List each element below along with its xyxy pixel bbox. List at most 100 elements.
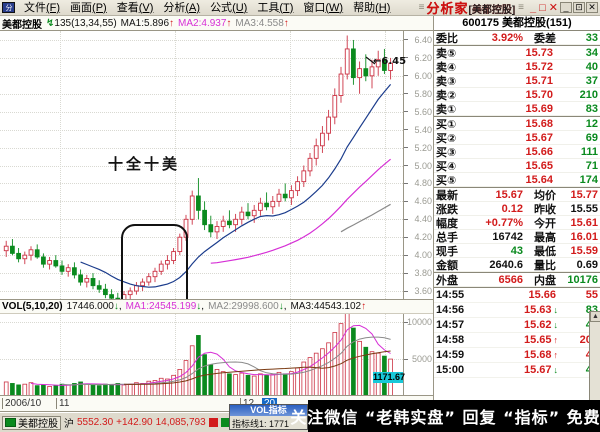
ma3-arrow-icon: ↑ xyxy=(283,17,289,29)
price-axis-tick: 6.00 xyxy=(414,70,432,81)
price-axis-tick: 3.80 xyxy=(414,268,432,279)
app-title-text: 分析家 xyxy=(426,1,469,16)
price-axis-tick: 5.80 xyxy=(414,88,432,99)
drag-grip-icon-2: ≡ xyxy=(518,2,524,13)
candlestick-chart-panel[interactable]: 6.40 6.20 6.00 5.80 5.60 5.40 5.20 5.00 4.80 4.60… xyxy=(0,31,433,300)
menu-item-formula[interactable]: 公式(U) xyxy=(205,1,252,15)
stat-value: 2640.6 xyxy=(489,258,523,271)
ask-level-price: 15.71 xyxy=(525,74,553,87)
volume-axis-tick: 5000 xyxy=(411,354,432,365)
app-title: 分析家[美都控股] xyxy=(426,0,515,17)
volume-indicator-bar[interactable]: VOL(5,10,20) 17446.000 ↓ , MA1: 24545.19… xyxy=(0,300,433,314)
vol-ma2-value: 29998.600 xyxy=(231,301,279,312)
price-axis-tick: 5.00 xyxy=(414,160,432,171)
bid-levels: 买① 15.68 12 买② 15.67 69 买③ 15.66 111 买④ 15.65 71 买⑤ 1… xyxy=(434,117,600,187)
price-axis-tick: 4.40 xyxy=(414,214,432,225)
vol-tooltip-title: VOL指标 xyxy=(230,405,307,416)
tick-price: 15.62 xyxy=(523,319,552,331)
date-tick-0: 2006/10 xyxy=(2,398,42,409)
stat-value: 0.12 xyxy=(501,202,523,215)
time-and-sales-list[interactable]: 14:5515.665514:5615.63↓8314:5715.62↓4514… xyxy=(434,288,600,378)
price-axis-tick: 5.20 xyxy=(414,142,432,153)
status-stock-chip[interactable]: 美都控股 xyxy=(2,415,61,430)
tick-price: 15.65 xyxy=(523,334,552,346)
ma2-value: 4.937 xyxy=(201,17,227,29)
close-icon[interactable]: ✕ xyxy=(548,2,558,14)
menu-item-formula-key: (U) xyxy=(232,1,248,14)
tick-row[interactable]: 14:55 15.66 55 xyxy=(434,288,600,303)
stat-label-2: 最低 xyxy=(534,245,556,258)
volume-plot xyxy=(3,301,393,395)
chart-headline-annotation: 十全十美 xyxy=(108,155,181,173)
quote-panel: 600175 美都控股(151) 委比 3.92% 委差 33 卖⑤ 15.73 3… xyxy=(433,16,600,412)
bid-level-row[interactable]: 买③ 15.66 111 xyxy=(434,145,600,159)
diff-label: 委差 xyxy=(534,32,556,45)
gridline xyxy=(0,201,403,203)
stat-label-2: 最高 xyxy=(534,231,556,244)
kline-plot xyxy=(3,35,393,299)
status-green-swatch-icon xyxy=(220,418,230,427)
order-ratio-row: 委比 3.92% 委差 33 xyxy=(434,31,600,45)
bid-level-row[interactable]: 买④ 15.65 71 xyxy=(434,159,600,173)
ask-level-row[interactable]: 卖④ 15.72 40 xyxy=(434,60,600,74)
menu-item-analysis-label: 分析 xyxy=(163,1,186,14)
price-axis-tick: 4.60 xyxy=(414,196,432,207)
menu-item-view[interactable]: 查看(V) xyxy=(112,1,159,15)
maximize-icon[interactable]: □ xyxy=(539,1,546,14)
bid-level-row[interactable]: 买② 15.67 69 xyxy=(434,131,600,145)
bid-level-row[interactable]: 买⑤ 15.64 174 xyxy=(434,173,600,187)
tick-row[interactable]: 14:56 15.63 ↓ 83 xyxy=(434,303,600,318)
price-indicator-bar[interactable]: 美都控股 ↯ 135(13,34,55) MA1: 5.896 ↑ MA2: 4… xyxy=(0,16,433,31)
quote-stat-row: 涨跌 0.12 昨收 15.55 xyxy=(434,202,600,216)
menu-item-window-key: (W) xyxy=(325,1,344,14)
doc-restore-icon[interactable]: _ xyxy=(560,2,572,13)
menu-item-file[interactable]: 文件(F) xyxy=(19,1,65,15)
outer-value: 6566 xyxy=(498,273,523,286)
menu-item-view-key: (V) xyxy=(138,1,154,14)
bid-level-row[interactable]: 买① 15.68 12 xyxy=(434,117,600,131)
ratio-value: 3.92% xyxy=(491,31,523,44)
menu-item-analysis[interactable]: 分析(A) xyxy=(158,1,205,15)
high-price-annotation: ←6.45 xyxy=(373,56,407,67)
menu-item-help[interactable]: 帮助(H) xyxy=(348,1,395,15)
promo-banner: 关注微信 “老韩实盘” 回复 “指标” 免费领 xyxy=(290,400,600,432)
menu-item-window-label: 窗口 xyxy=(303,1,326,14)
bid-level-price: 15.66 xyxy=(525,145,553,158)
ma3-value: 4.558 xyxy=(258,17,284,29)
minimize-icon[interactable]: _ xyxy=(530,1,537,14)
outer-inner-row: 外盘 6566 内盘 10176 xyxy=(434,273,600,287)
date-tick-3: 20 xyxy=(262,398,278,409)
gridline xyxy=(0,183,403,185)
vol-ma1-label: MA1: xyxy=(125,301,149,312)
ask-level-row[interactable]: 卖② 15.70 210 xyxy=(434,88,600,102)
ticks-scrollbar[interactable]: ▲ ▼ xyxy=(589,311,600,412)
price-axis-tick: 4.20 xyxy=(414,232,432,243)
volume-value: 17446.000 xyxy=(66,301,114,312)
volume-axis-tick: 10000 xyxy=(406,317,432,328)
ask-level-row[interactable]: 卖① 15.69 83 xyxy=(434,102,600,116)
menu-item-tools[interactable]: 工具(T) xyxy=(252,1,298,15)
ask-level-row[interactable]: 卖③ 15.71 37 xyxy=(434,74,600,88)
volume-chart-panel[interactable]: 10000 5000 1171.67 xyxy=(0,300,433,396)
title-bar: ≡ 分析家[美都控股] ≡ _ □ ✕ _ ⊡ ✕ xyxy=(416,0,600,17)
tick-direction-icon: ↑ xyxy=(553,335,559,345)
menu-item-file-label: 文件 xyxy=(24,1,46,14)
ask-level-size: 34 xyxy=(585,46,598,59)
stat-value: 43 xyxy=(510,244,523,257)
menu-item-window[interactable]: 窗口(W) xyxy=(298,1,348,15)
doc-close-icon[interactable]: ✕ xyxy=(586,2,598,13)
ask-level-row[interactable]: 卖⑤ 15.73 34 xyxy=(434,46,600,60)
menu-item-screen[interactable]: 画面(P) xyxy=(65,1,112,15)
scroll-up-icon[interactable]: ▲ xyxy=(590,311,600,322)
doc-maximize-icon[interactable]: ⊡ xyxy=(573,2,585,13)
stat-label: 总手 xyxy=(436,231,458,244)
tick-direction-icon: ↓ xyxy=(553,305,559,315)
tick-price: 15.67 xyxy=(523,364,552,376)
vol-indicator-tooltip[interactable]: VOL指标 指标线1: 1771 xyxy=(229,404,308,430)
ma1-value: 5.896 xyxy=(144,17,170,29)
